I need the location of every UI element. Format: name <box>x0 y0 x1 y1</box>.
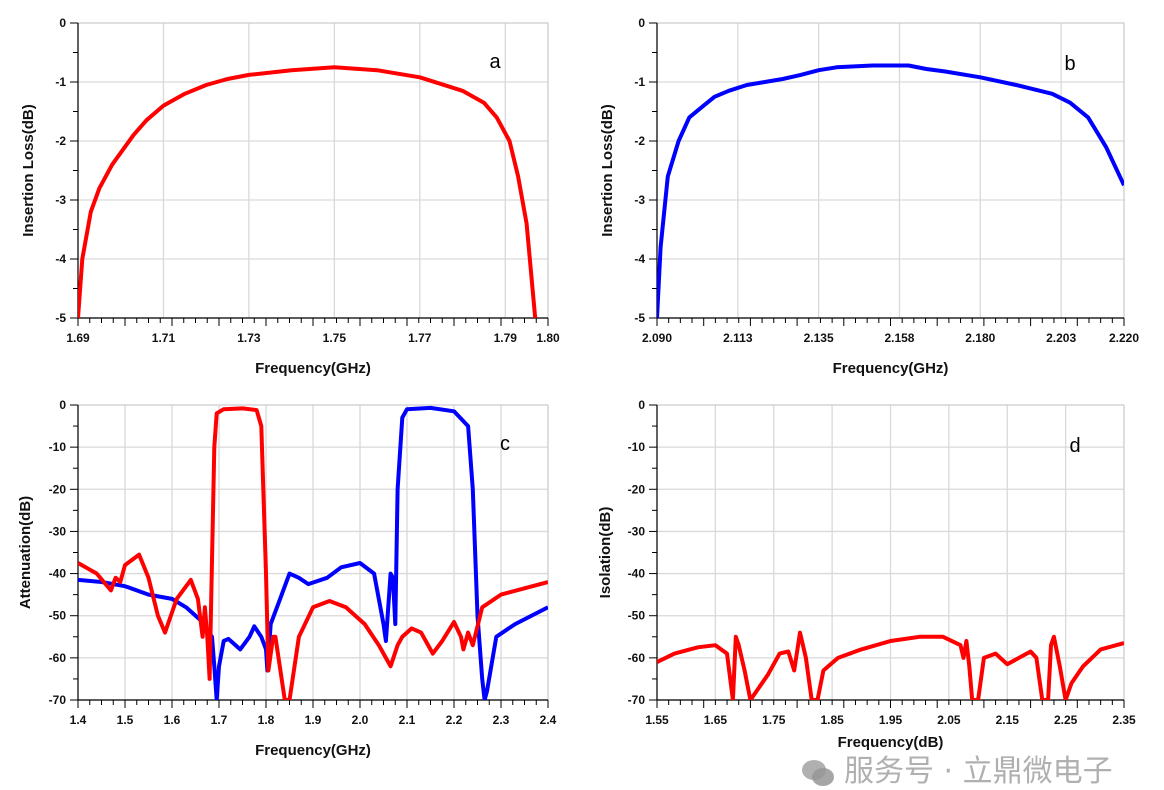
series-line-red <box>78 406 548 700</box>
x-tick-label: 1.8 <box>258 713 275 727</box>
x-tick-label: 2.135 <box>804 331 834 345</box>
series-line-blue <box>657 63 1124 318</box>
panel-label: d <box>1069 435 1080 457</box>
x-tick-label: 2.4 <box>540 713 557 727</box>
y-tick-label: 0 <box>638 16 645 30</box>
x-tick-label: 2.15 <box>996 713 1020 727</box>
y-tick-label: -70 <box>49 693 67 707</box>
x-axis-label: Frequency(GHz) <box>833 360 949 377</box>
y-tick-label: -30 <box>628 524 646 538</box>
x-tick-label: 2.25 <box>1054 713 1078 727</box>
x-axis-label: Frequency(GHz) <box>255 360 371 377</box>
y-tick-label: -50 <box>628 609 646 623</box>
y-tick-label: -70 <box>628 693 646 707</box>
y-tick-label: 0 <box>59 398 66 412</box>
series-line-red <box>78 65 538 318</box>
x-axis-label: Frequency(GHz) <box>255 742 371 759</box>
y-tick-label: -20 <box>49 482 67 496</box>
x-tick-label: 1.5 <box>117 713 134 727</box>
chart-panel-c: 1.4 1.5 1.6 1.7 1.8 1.9 2.0 2.1 2.2 2.3 2.4 0 -10 -20… <box>17 398 557 759</box>
panel-label: b <box>1064 53 1075 75</box>
y-tick-label: -5 <box>55 311 66 325</box>
y-tick-label: -20 <box>628 482 646 496</box>
wechat-icon <box>802 759 834 786</box>
x-tick-label: 2.090 <box>642 331 672 345</box>
y-axis-label: Isolation(dB) <box>597 507 614 599</box>
x-tick-label: 2.180 <box>965 331 995 345</box>
y-tick-label: -30 <box>49 524 67 538</box>
watermark: 服务号 · 立鼎微电子 <box>800 755 1113 788</box>
y-tick-label: -40 <box>628 567 646 581</box>
y-tick-label: -40 <box>49 567 67 581</box>
y-tick-label: -10 <box>49 440 67 454</box>
watermark-text: 服务号 · 立鼎微电子 <box>844 754 1113 789</box>
x-tick-label: 2.3 <box>493 713 510 727</box>
y-tick-label: 0 <box>59 16 66 30</box>
y-tick-label: 0 <box>638 398 645 412</box>
x-tick-label: 1.69 <box>66 331 90 345</box>
x-tick-label: 1.7 <box>211 713 228 727</box>
y-tick-label: -3 <box>55 193 66 207</box>
x-tick-label: 1.73 <box>237 331 261 345</box>
x-tick-label: 2.158 <box>884 331 914 345</box>
panel-label: c <box>500 433 510 455</box>
y-axis-label: Insertion Loss(dB) <box>599 104 616 237</box>
x-tick-label: 2.1 <box>399 713 416 727</box>
chart-panel-b: 2.090 2.113 2.135 2.158 2.180 2.203 2.220 0 -1 -2… <box>599 16 1139 377</box>
x-tick-label: 1.85 <box>820 713 844 727</box>
x-tick-label: 2.203 <box>1046 331 1076 345</box>
x-tick-label: 1.6 <box>164 713 181 727</box>
y-tick-label: -1 <box>55 75 66 89</box>
y-tick-label: -2 <box>55 134 66 148</box>
x-tick-label: 1.9 <box>305 713 322 727</box>
x-tick-label: 1.71 <box>152 331 176 345</box>
y-axis-label: Attenuation(dB) <box>17 496 34 609</box>
x-tick-label: 1.80 <box>536 331 560 345</box>
y-tick-label: -50 <box>49 609 67 623</box>
y-tick-label: -4 <box>634 252 645 266</box>
y-tick-label: -2 <box>634 134 645 148</box>
series-line-blue <box>78 405 548 700</box>
chart-panel-d: 1.55 1.65 1.75 1.85 1.95 2.05 2.15 2.25 2.35 0 -10… <box>597 398 1136 751</box>
x-tick-label: 1.65 <box>704 713 728 727</box>
y-tick-label: -1 <box>634 75 645 89</box>
x-tick-label: 2.2 <box>446 713 463 727</box>
x-tick-label: 1.77 <box>408 331 432 345</box>
panel-label: a <box>489 51 501 73</box>
x-tick-label: 1.75 <box>762 713 786 727</box>
x-tick-label: 2.0 <box>352 713 369 727</box>
y-tick-label: -60 <box>49 651 67 665</box>
series-line-red <box>657 630 1124 700</box>
x-axis-label: Frequency(dB) <box>838 734 944 751</box>
x-tick-label: 1.75 <box>323 331 347 345</box>
x-tick-label: 1.55 <box>645 713 669 727</box>
y-tick-label: -3 <box>634 193 645 207</box>
y-tick-label: -60 <box>628 651 646 665</box>
chart-panel-a: 1.69 1.71 1.73 1.75 1.77 1.79 1.80 0 -1 -2 -3 -4 -5 F… <box>20 16 560 377</box>
y-tick-label: -4 <box>55 252 66 266</box>
x-tick-label: 1.79 <box>494 331 518 345</box>
x-tick-label: 1.95 <box>879 713 903 727</box>
x-tick-label: 1.4 <box>70 713 87 727</box>
x-tick-label: 2.35 <box>1112 713 1136 727</box>
x-tick-label: 2.113 <box>723 331 753 345</box>
x-tick-label: 2.220 <box>1109 331 1139 345</box>
y-axis-label: Insertion Loss(dB) <box>20 104 37 237</box>
y-tick-label: -5 <box>634 311 645 325</box>
x-tick-label: 2.05 <box>937 713 961 727</box>
y-tick-label: -10 <box>628 440 646 454</box>
